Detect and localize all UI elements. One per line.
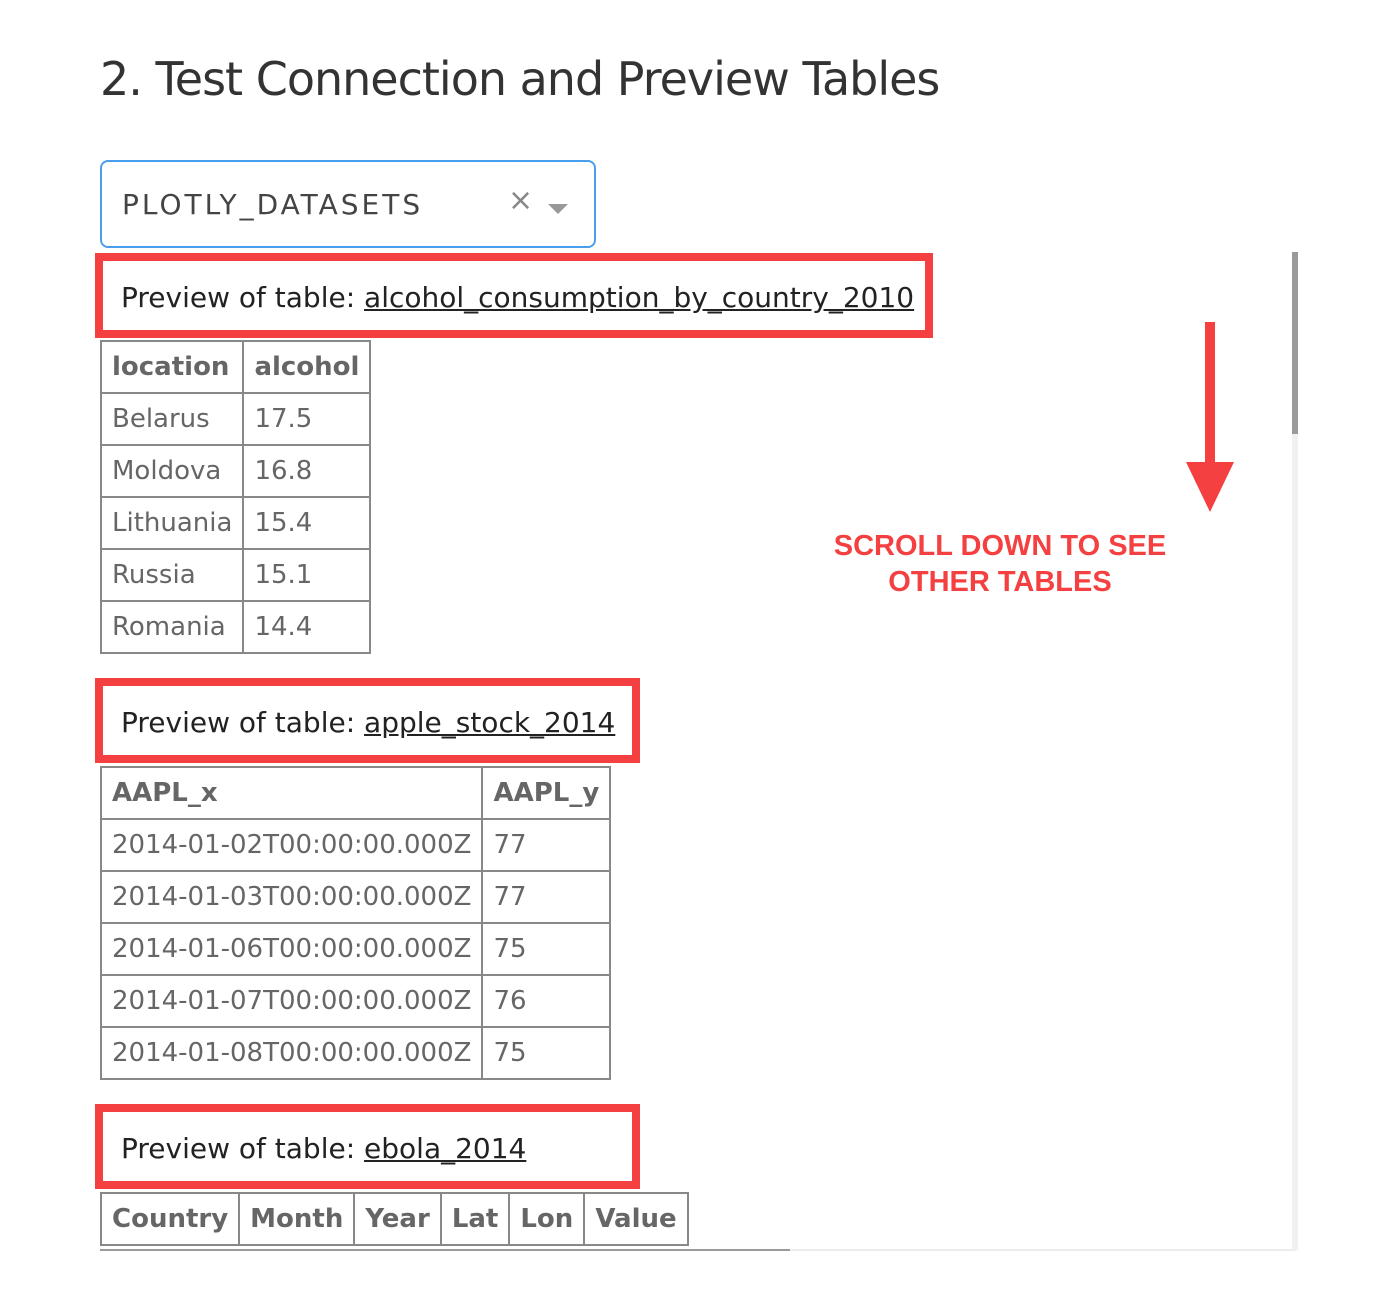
table-cell: 77 bbox=[481, 818, 612, 872]
table-cell: 2014-01-02T00:00:00.000Z bbox=[99, 818, 484, 872]
table-row: Lithuania 15.4 bbox=[99, 496, 372, 550]
scrollbar-track[interactable] bbox=[1292, 252, 1298, 1250]
table-cell: Russia bbox=[99, 548, 245, 602]
table-name-link[interactable]: ebola_2014 bbox=[364, 1132, 527, 1165]
preview-table-1: location alcohol Belarus 17.5 Moldova 16.8… bbox=[99, 340, 372, 654]
down-arrow-icon bbox=[1205, 322, 1215, 470]
clear-icon[interactable]: × bbox=[508, 183, 534, 218]
table-cell: 75 bbox=[481, 922, 612, 976]
preview-table-2: AAPL_x AAPL_y 2014-01-02T00:00:00.000Z 77… bbox=[99, 766, 612, 1080]
table-cell: 76 bbox=[481, 974, 612, 1028]
table-cell: 17.5 bbox=[242, 392, 372, 446]
table-cell: 2014-01-07T00:00:00.000Z bbox=[99, 974, 484, 1028]
table-cell: Lithuania bbox=[99, 496, 245, 550]
table-row: 2014-01-07T00:00:00.000Z 76 bbox=[99, 974, 612, 1028]
table-cell: 2014-01-06T00:00:00.000Z bbox=[99, 922, 484, 976]
preview-header-2: Preview of table: apple_stock_2014 bbox=[95, 678, 640, 763]
column-header: Lat bbox=[439, 1192, 511, 1246]
preview-label: Preview of table: alcohol_consumption_by… bbox=[121, 281, 915, 314]
column-header: Month bbox=[238, 1192, 356, 1246]
preview-table-3: Country Month Year Lat Lon Value bbox=[99, 1192, 689, 1246]
table-row: Romania 14.4 bbox=[99, 600, 372, 654]
table-header-row: location alcohol bbox=[99, 340, 372, 394]
preview-label: Preview of table: ebola_2014 bbox=[121, 1132, 527, 1165]
table-name-link[interactable]: alcohol_consumption_by_country_2010 bbox=[364, 281, 915, 314]
horizontal-scrollbar[interactable] bbox=[100, 1249, 790, 1251]
table-name-link[interactable]: apple_stock_2014 bbox=[364, 706, 616, 739]
column-header: AAPL_y bbox=[481, 766, 612, 820]
table-cell: 2014-01-08T00:00:00.000Z bbox=[99, 1026, 484, 1080]
table-row: 2014-01-06T00:00:00.000Z 75 bbox=[99, 922, 612, 976]
table-cell: 77 bbox=[481, 870, 612, 924]
column-header: Year bbox=[353, 1192, 442, 1246]
preview-header-3: Preview of table: ebola_2014 bbox=[95, 1104, 640, 1189]
down-arrow-head-icon bbox=[1186, 462, 1234, 512]
annotation-line-1: SCROLL DOWN TO SEE bbox=[833, 530, 1167, 562]
column-header: location bbox=[99, 340, 245, 394]
table-cell: Moldova bbox=[99, 444, 245, 498]
table-row: 2014-01-08T00:00:00.000Z 75 bbox=[99, 1026, 612, 1080]
column-header: AAPL_x bbox=[99, 766, 484, 820]
page-title: 2. Test Connection and Preview Tables bbox=[100, 52, 940, 106]
chevron-down-icon[interactable] bbox=[548, 204, 568, 214]
table-header-row: AAPL_x AAPL_y bbox=[99, 766, 612, 820]
table-header-row: Country Month Year Lat Lon Value bbox=[99, 1192, 689, 1246]
table-cell: Belarus bbox=[99, 392, 245, 446]
table-cell: 16.8 bbox=[242, 444, 372, 498]
database-select[interactable]: PLOTLY_DATASETS × bbox=[100, 160, 596, 248]
table-row: Russia 15.1 bbox=[99, 548, 372, 602]
preview-label: Preview of table: apple_stock_2014 bbox=[121, 706, 616, 739]
table-cell: 15.1 bbox=[242, 548, 372, 602]
column-header: Country bbox=[99, 1192, 241, 1246]
column-header: Lon bbox=[508, 1192, 586, 1246]
column-header: Value bbox=[583, 1192, 689, 1246]
table-cell: 14.4 bbox=[242, 600, 372, 654]
table-row: Belarus 17.5 bbox=[99, 392, 372, 446]
table-cell: Romania bbox=[99, 600, 245, 654]
table-cell: 75 bbox=[481, 1026, 612, 1080]
preview-header-1: Preview of table: alcohol_consumption_by… bbox=[95, 253, 933, 338]
annotation-line-2: OTHER TABLES bbox=[888, 566, 1112, 598]
table-row: 2014-01-02T00:00:00.000Z 77 bbox=[99, 818, 612, 872]
scroll-annotation: SCROLL DOWN TO SEE OTHER TABLES bbox=[790, 528, 1210, 600]
table-row: 2014-01-03T00:00:00.000Z 77 bbox=[99, 870, 612, 924]
database-select-value: PLOTLY_DATASETS bbox=[122, 188, 424, 221]
column-header: alcohol bbox=[242, 340, 372, 394]
table-row: Moldova 16.8 bbox=[99, 444, 372, 498]
scrollbar-thumb[interactable] bbox=[1292, 252, 1298, 434]
table-cell: 15.4 bbox=[242, 496, 372, 550]
table-cell: 2014-01-03T00:00:00.000Z bbox=[99, 870, 484, 924]
